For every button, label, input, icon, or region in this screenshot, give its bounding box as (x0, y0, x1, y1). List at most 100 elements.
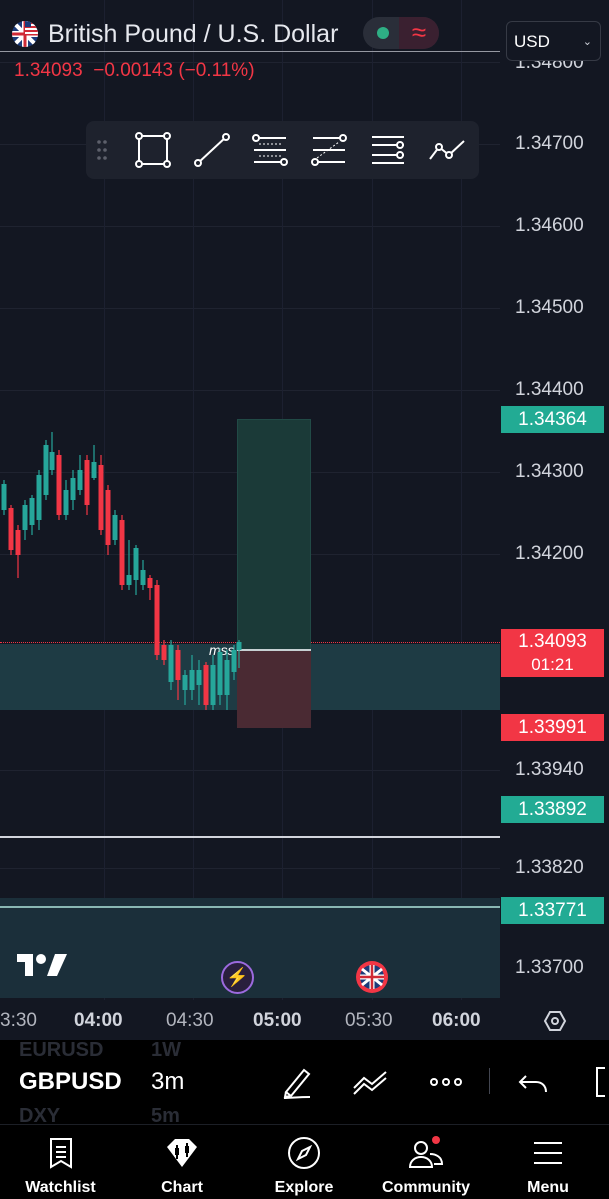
grid-line (0, 868, 500, 869)
next-timeframe-ghost: 5m (151, 1105, 180, 1127)
time-axis-label: 06:00 (432, 1010, 481, 1031)
fib-retracement-icon[interactable] (250, 131, 290, 169)
nav-explore[interactable]: Explore (243, 1125, 365, 1199)
chart-icon (167, 1139, 197, 1167)
grid-line (0, 770, 500, 771)
target-price-tag: 1.34364 (501, 406, 604, 433)
candle-body (168, 645, 174, 682)
currency-value: USD (514, 32, 550, 51)
candle-body (224, 660, 230, 695)
grid-line (0, 308, 500, 309)
current-price-tag: 1.34093 01:21 (501, 629, 604, 677)
candle-body (84, 460, 90, 505)
candle-body (140, 570, 146, 585)
candle-body (203, 665, 209, 705)
drawing-toolbar[interactable] (86, 121, 479, 179)
last-price: 1.34093 (14, 60, 83, 81)
nav-community[interactable]: Community (365, 1125, 487, 1199)
time-axis-label: 3:30 (0, 1010, 37, 1031)
time-axis-label: 04:30 (166, 1010, 214, 1031)
candle-body (15, 530, 21, 555)
candle-body (36, 475, 42, 520)
position-entry-line[interactable] (237, 649, 311, 651)
bar-countdown: 01:21 (531, 655, 574, 674)
drag-handle-icon[interactable] (96, 139, 108, 161)
price-change: −0.00143 (93, 60, 174, 81)
price-axis-label: 1.34400 (515, 379, 584, 400)
indicators-icon[interactable] (350, 1062, 390, 1102)
timeframe-selector[interactable]: 3m (151, 1068, 185, 1095)
price-change-percent: (−0.11%) (178, 60, 255, 81)
prev-symbol-ghost: EURUSD (19, 1039, 104, 1061)
more-options-icon[interactable] (426, 1062, 466, 1102)
lightning-icon[interactable]: ⚡ (221, 961, 254, 994)
rectangle-tool-icon[interactable] (133, 131, 173, 169)
symbol-header[interactable]: British Pound / U.S. Dollar ≈ USD ⌄ (0, 8, 601, 64)
uk-flag-icon[interactable] (355, 960, 389, 994)
community-icon (408, 1136, 444, 1168)
hamburger-menu-icon (534, 1142, 562, 1164)
price-axis-label: 1.33940 (515, 759, 584, 780)
candle-body (231, 650, 237, 672)
candle-body (182, 675, 188, 690)
price-axis-label: 1.34300 (515, 461, 584, 482)
candle-body (43, 445, 49, 495)
time-axis-label: 05:30 (345, 1010, 393, 1031)
candle-body (147, 578, 153, 588)
level-price-tag-2: 1.33771 (501, 897, 604, 924)
bottom-navigation[interactable]: Watchlist Chart Explore Community Menu (0, 1124, 609, 1199)
time-axis-label: 05:00 (253, 1010, 302, 1031)
candle-body (217, 652, 223, 695)
price-axis-label: 1.33700 (515, 957, 584, 978)
path-icon[interactable] (427, 131, 467, 169)
undo-icon[interactable] (514, 1062, 554, 1102)
horizontal-level-line[interactable] (0, 836, 500, 838)
candle-body (70, 478, 76, 500)
tradingview-logo (17, 954, 67, 976)
trend-line-icon[interactable] (192, 131, 232, 169)
fullscreen-icon[interactable] (585, 1062, 609, 1102)
candle-body (1, 484, 7, 510)
nav-menu[interactable]: Menu (487, 1125, 609, 1199)
nav-watchlist[interactable]: Watchlist (0, 1125, 121, 1199)
grid-line (0, 62, 500, 63)
horizontal-lines-icon[interactable] (368, 131, 408, 169)
fib-extension-icon[interactable] (309, 131, 349, 169)
price-axis-label: 1.34500 (515, 297, 584, 318)
position-target-zone[interactable] (237, 419, 311, 650)
symbol-toolbar[interactable]: EURUSD 1W GBPUSD 3m DXY 5m (0, 1039, 609, 1127)
candle-body (126, 575, 132, 585)
nav-explore-label: Explore (274, 1179, 334, 1196)
nav-chart[interactable]: Chart (121, 1125, 243, 1199)
mss-annotation: mss (209, 642, 235, 658)
candle-body (98, 465, 104, 530)
watchlist-icon (49, 1138, 72, 1169)
wave-icon: ≈ (399, 17, 439, 49)
symbol-selector[interactable]: GBPUSD (19, 1068, 122, 1095)
pen-icon[interactable] (278, 1062, 318, 1102)
grid-line (104, 0, 105, 1000)
candle-body (133, 548, 139, 580)
prev-timeframe-ghost: 1W (151, 1039, 181, 1061)
horizontal-level-line-2[interactable] (0, 906, 500, 908)
time-axis-label: 04:00 (74, 1010, 123, 1031)
candle-body (154, 585, 160, 655)
grid-line (0, 226, 500, 227)
next-symbol-ghost: DXY (19, 1105, 61, 1127)
toolbar-divider (489, 1068, 490, 1094)
current-price-value: 1.34093 (518, 631, 587, 652)
symbol-title[interactable]: British Pound / U.S. Dollar (48, 20, 339, 48)
market-status-pill[interactable]: ≈ (363, 17, 439, 49)
market-open-dot-icon (377, 27, 389, 39)
header-divider-line (0, 51, 500, 52)
currency-select[interactable]: USD ⌄ (506, 21, 601, 61)
price-axis-label: 1.34200 (515, 543, 584, 564)
price-change-line: 1.34093 −0.00143 (−0.11%) (14, 60, 255, 82)
nav-menu-label: Menu (527, 1179, 569, 1196)
price-axis-label: 1.33820 (515, 857, 584, 878)
candle-body (49, 452, 55, 470)
position-stop-zone[interactable] (237, 651, 311, 728)
grid-line (0, 390, 500, 391)
hexagon-settings-icon[interactable] (543, 1009, 567, 1033)
candle-body (29, 498, 35, 525)
